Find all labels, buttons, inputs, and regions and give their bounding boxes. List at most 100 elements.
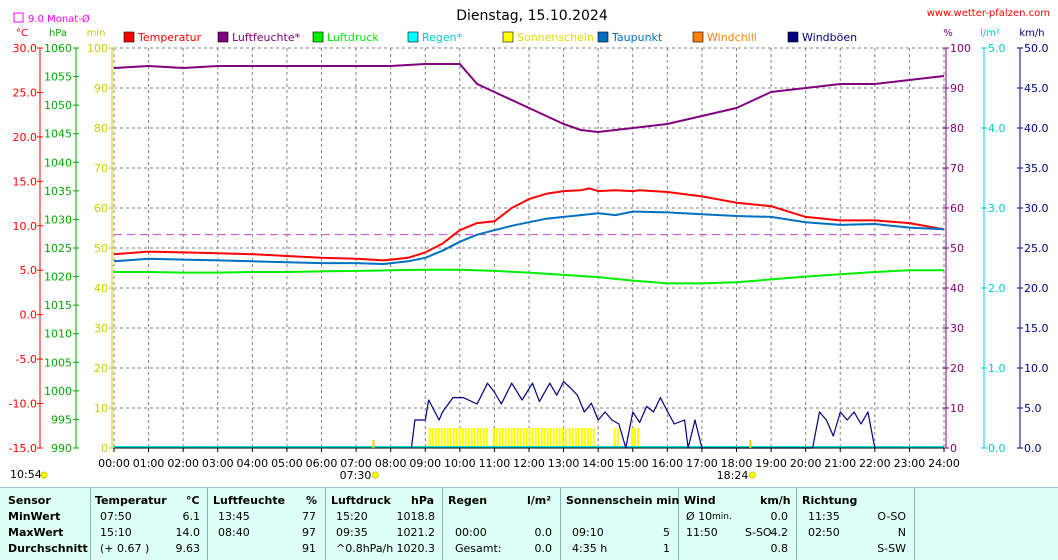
tick-label-humidity: 90 xyxy=(950,82,964,95)
sunshine-bar xyxy=(464,428,467,448)
tick-label-humidity: 10 xyxy=(950,402,964,415)
x-tick-label: 03:00 xyxy=(202,457,234,470)
legend-swatch xyxy=(597,31,609,43)
x-tick-label: 08:00 xyxy=(375,457,407,470)
source-link[interactable]: www.wetter-pfalzen.com xyxy=(927,8,1050,19)
sunshine-bar xyxy=(440,428,443,448)
legend-label: Windböen xyxy=(802,31,857,44)
legend-label: Regen* xyxy=(422,31,463,44)
tick-label-temp: -15.0 xyxy=(9,442,37,455)
sunset-icon xyxy=(748,471,756,479)
tick-label-rain: 5.0 xyxy=(988,42,1006,55)
column-divider xyxy=(325,488,326,560)
x-tick-label: 00:00 xyxy=(98,457,130,470)
tick-label-temp: -5.0 xyxy=(16,353,37,366)
sunshine-bar xyxy=(510,428,513,448)
axis-unit-wind: km/h xyxy=(1019,28,1044,39)
axis-unit-temp: °C xyxy=(16,28,28,39)
tick-label-temp: 15.0 xyxy=(13,175,38,188)
chart-legend: Temperatur Luftfeuchte* Luftdruck Regen* Son… xyxy=(123,31,857,44)
stat-label: Durchschnitt xyxy=(8,542,88,555)
stat-dir-time: 11:35 xyxy=(808,510,840,523)
x-tick-label: 21:00 xyxy=(824,457,856,470)
sunrise-icon xyxy=(371,471,379,479)
tick-label-temp: 5.0 xyxy=(20,264,38,277)
stat-wind-val: 0.0 xyxy=(770,510,789,523)
stat-press-time: 15:20 xyxy=(336,510,368,523)
header-hum: Luftfeuchte xyxy=(213,494,286,507)
x-tick-label: 13:00 xyxy=(548,457,580,470)
tick-label-pressure: 1010 xyxy=(44,328,72,341)
stat-hum-val: 91 xyxy=(302,542,316,555)
legend-swatch xyxy=(787,31,799,43)
sunshine-bar xyxy=(528,428,531,448)
header-temp: Temperatur xyxy=(95,494,167,507)
sunshine-bar xyxy=(434,428,437,448)
tick-label-humidity: 80 xyxy=(950,122,964,135)
x-tick-label: 20:00 xyxy=(790,457,822,470)
tick-label-pressure: 1005 xyxy=(44,356,72,369)
stat-sun-time: 09:10 xyxy=(572,526,604,539)
sunshine-bar xyxy=(613,428,616,448)
legend-swatch xyxy=(692,31,704,43)
header-temp-unit: °C xyxy=(186,494,200,507)
legend-label: Taupunkt xyxy=(611,31,663,44)
sunshine-bar xyxy=(546,428,549,448)
legend-label: Luftdruck xyxy=(327,31,379,44)
sunshine-bar xyxy=(507,428,510,448)
x-tick-label: 06:00 xyxy=(306,457,338,470)
header-sensor: Sensor xyxy=(8,494,51,507)
weather-chart: Dienstag, 15.10.2024 www.wetter-pfalzen.… xyxy=(8,8,1050,482)
x-tick-label: 18:00 xyxy=(721,457,753,470)
sunshine-bar xyxy=(476,428,479,448)
stat-sun-time: 4:35 h xyxy=(572,542,608,555)
column-divider xyxy=(560,488,561,560)
stat-hum-val: 77 xyxy=(302,510,316,523)
stat-wind-val: 4.2 xyxy=(770,526,789,539)
tick-label-pressure: 1030 xyxy=(44,213,72,226)
tick-label-temp: 25.0 xyxy=(13,86,38,99)
tick-label-rain: 2.0 xyxy=(988,282,1006,295)
month-avg-label: 9.0 Monat-Ø xyxy=(28,13,90,25)
x-tick-label: 23:00 xyxy=(894,457,926,470)
stat-temp-time: 07:50 xyxy=(100,510,132,523)
stat-wind-val: 0.8 xyxy=(770,542,789,555)
header-dir: Richtung xyxy=(802,494,858,507)
tick-label-humidity: 20 xyxy=(950,362,964,375)
stat-rain-val: 0.0 xyxy=(534,542,553,555)
x-tick-label: 16:00 xyxy=(651,457,683,470)
tick-label-wind: 20.0 xyxy=(1024,282,1049,295)
legend-label: Sonnenschein xyxy=(517,31,594,44)
tick-label-rain: 1.0 xyxy=(988,362,1006,375)
stat-temp-val: 6.1 xyxy=(182,510,201,523)
stat-temp-val: 14.0 xyxy=(175,526,201,539)
tick-label-wind: 0.0 xyxy=(1024,442,1042,455)
header-rain-unit: l/m² xyxy=(527,494,552,507)
x-tick-label: 10:00 xyxy=(444,457,476,470)
x-tick-label: 07:00 xyxy=(340,457,372,470)
tick-label-temp: 20.0 xyxy=(13,131,38,144)
stat-temp-time: 15:10 xyxy=(100,526,132,539)
stat-dir-time: 02:50 xyxy=(808,526,840,539)
sunshine-bar xyxy=(571,428,574,448)
sunshine-bar xyxy=(516,428,519,448)
column-divider xyxy=(678,488,679,560)
stat-hum-time: 13:45 xyxy=(218,510,250,523)
current-time-label: 10:54 xyxy=(10,468,42,481)
axis-unit-sun: min xyxy=(87,28,106,39)
column-divider xyxy=(914,488,915,560)
stat-dir-val: O-SO xyxy=(877,510,906,523)
sunshine-bar xyxy=(431,428,434,448)
sunshine-bar xyxy=(577,428,580,448)
legend-swatch xyxy=(312,31,324,43)
sunshine-bar xyxy=(458,428,461,448)
column-divider xyxy=(442,488,443,560)
sunshine-bar xyxy=(428,428,431,448)
tick-label-wind: 30.0 xyxy=(1024,202,1049,215)
header-hum-unit: % xyxy=(306,494,318,507)
sunshine-bar xyxy=(522,428,525,448)
tick-label-wind: 45.0 xyxy=(1024,82,1049,95)
sunshine-bar xyxy=(467,428,470,448)
stat-press-val: 1020.3 xyxy=(396,542,436,555)
series-line-temperatur xyxy=(113,187,945,262)
